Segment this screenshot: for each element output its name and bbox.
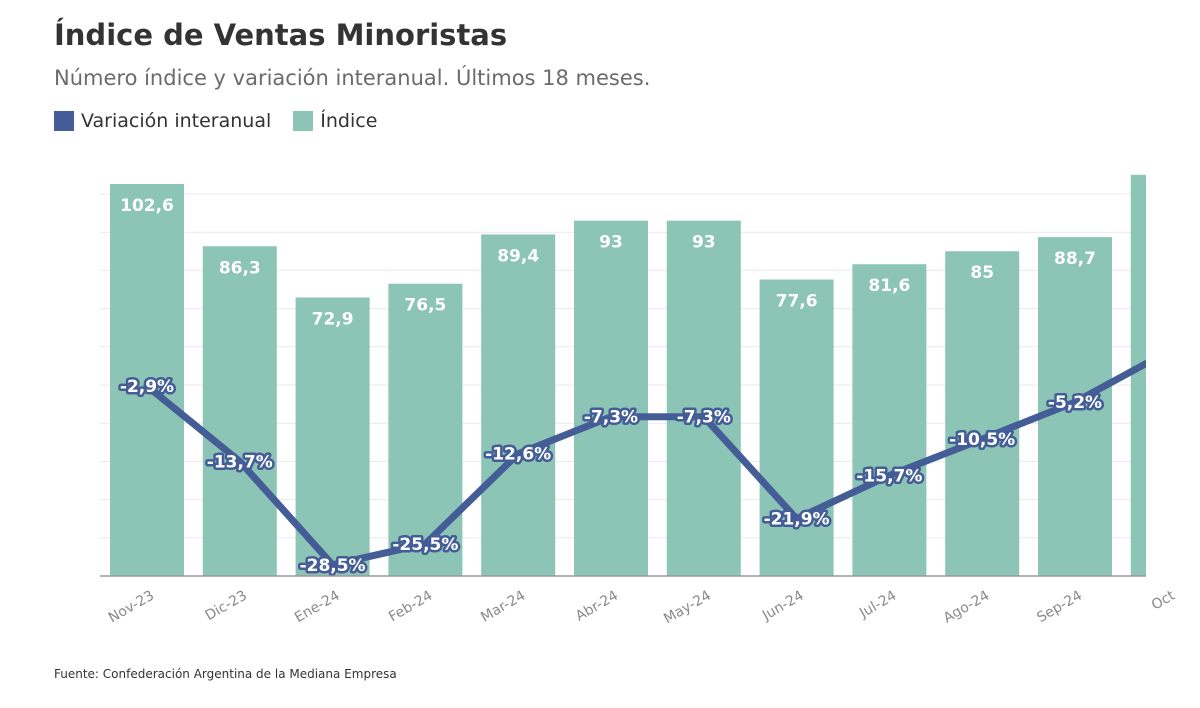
bar — [388, 283, 463, 576]
legend-label-indice: Índice — [320, 110, 378, 132]
line-value-label: -13,7% — [207, 452, 273, 472]
bar-value-label: 72,9 — [312, 309, 354, 329]
x-tick-label: May-24 — [661, 588, 714, 628]
bar-value-label: 86,3 — [219, 258, 261, 278]
bar — [574, 220, 648, 577]
bar-value-label: 76,5 — [404, 296, 446, 316]
x-tick-label: Ago-24 — [941, 588, 993, 627]
bar — [295, 297, 370, 576]
chart-svg: 102,6 86,3 72,9 76,5 89,4 93 93 77,6 81,6 85 88,7 1… — [100, 174, 1178, 628]
legend-item-indice[interactable]: Índice — [293, 110, 377, 132]
bar — [852, 264, 927, 576]
x-tick-label: Oct — [1149, 587, 1178, 613]
bar — [481, 234, 556, 576]
legend-swatch-variacion — [54, 111, 74, 131]
plot-group: 102,6 86,3 72,9 76,5 89,4 93 93 77,6 81,6 85 88,7 1… — [110, 174, 1174, 578]
bar-value-label: 88,7 — [1054, 249, 1096, 269]
chart-subtitle: Número índice y variación interanual. Úl… — [54, 66, 651, 90]
line-value-label: -25,5% — [392, 535, 458, 555]
line-value-label: -2,9% — [120, 377, 174, 397]
bar-value-label: 93 — [692, 233, 716, 253]
bar — [759, 279, 834, 576]
bar — [202, 246, 277, 576]
line-series-variacion — [143, 359, 1146, 569]
bar — [666, 220, 741, 577]
chart-title: Índice de Ventas Minoristas — [54, 18, 508, 52]
bar-value-label: 81,6 — [868, 276, 910, 296]
line-value-label: -7,3% — [677, 408, 731, 428]
bar-value-label: 1 — [1162, 187, 1174, 207]
x-tick-label: Mar-24 — [478, 588, 528, 626]
line-value-label: -7,3% — [584, 408, 638, 428]
bar — [1038, 237, 1112, 576]
source-note: Fuente: Confederación Argentina de la Me… — [54, 667, 397, 681]
legend-label-variacion: Variación interanual — [81, 110, 272, 132]
bar-value-label: 77,6 — [776, 292, 818, 312]
bar — [1130, 174, 1146, 576]
x-tick-label: Jun-24 — [759, 588, 807, 625]
bar-value-label: 93 — [599, 233, 623, 253]
line-value-label: 2 — [1162, 343, 1174, 363]
bar-value-label: 102,6 — [120, 196, 174, 216]
x-tick-label: Feb-24 — [386, 588, 435, 626]
line-value-label: -12,6% — [485, 445, 551, 465]
x-tick-label: Abr-24 — [573, 588, 621, 625]
line-value-label: -10,5% — [949, 430, 1015, 450]
line-value-label: -21,9% — [764, 510, 830, 530]
x-tick-label: Ene-24 — [292, 588, 343, 627]
line-value-label: -5,2% — [1048, 393, 1102, 413]
line-value-label: -15,7% — [856, 466, 922, 486]
x-tick-label: Jul-24 — [856, 588, 899, 622]
bar-value-label: 85 — [970, 263, 994, 283]
legend: Variación interanual Índice — [54, 110, 399, 132]
x-tick-label: Dic-23 — [203, 588, 250, 624]
x-tick-label: Nov-23 — [106, 588, 157, 627]
x-tick-label: Sep-24 — [1034, 588, 1085, 627]
bar — [945, 251, 1020, 577]
bar — [110, 184, 184, 576]
legend-swatch-indice — [293, 111, 314, 131]
bar-value-label: 89,4 — [497, 246, 539, 266]
legend-item-variacion[interactable]: Variación interanual — [54, 110, 271, 132]
line-value-label: -28,5% — [300, 556, 366, 576]
chart-area: 102,6 86,3 72,9 76,5 89,4 93 93 77,6 81,6 85 88,7 1… — [0, 140, 1200, 660]
